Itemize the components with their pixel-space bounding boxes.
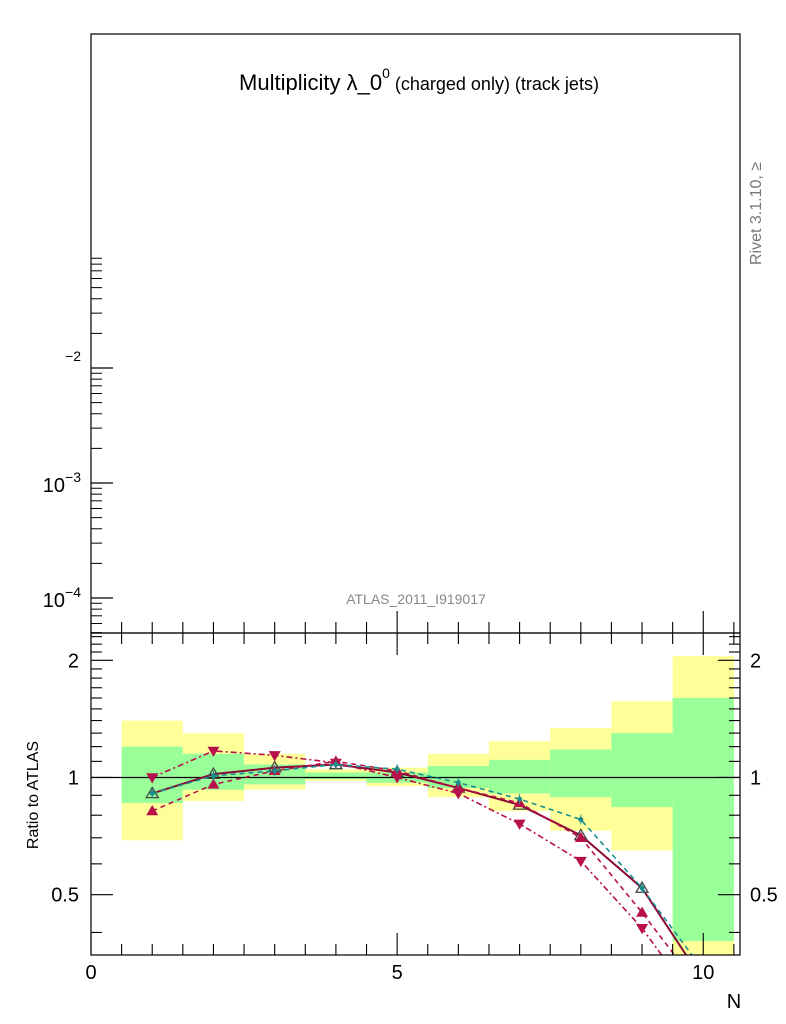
ratio-ytick-right-1: 1 (750, 767, 761, 789)
ratio-panel-frame (90, 632, 741, 956)
ratio-ytick-left-2: 2 (68, 650, 79, 672)
title-sup: 0 (382, 65, 390, 81)
ratio-point-1-6 (513, 819, 526, 830)
ratio-ytick-left-1: 1 (68, 767, 79, 789)
ratio-y-axis-label: Ratio to ATLAS (25, 741, 42, 849)
ratio-series-line-1 (151, 750, 663, 955)
ratio-point-2-1 (207, 778, 220, 789)
band-inner-8 (611, 733, 673, 807)
ratio-ytick-right-2: 2 (750, 650, 761, 672)
band-inner-7 (550, 749, 612, 798)
ratio-series-line-3 (152, 763, 693, 955)
xtick-label-5: 5 (392, 962, 403, 984)
main-panel-frame (90, 33, 741, 634)
band-inner-3 (305, 772, 367, 780)
ratio-point-2-0 (146, 805, 159, 816)
main-ytick-label-2: 10−3 (43, 469, 81, 497)
chart-title: Multiplicity λ_00 (charged only) (track … (239, 65, 599, 95)
ratio-point-1-9 (697, 1008, 709, 1018)
ratio-point-1-4 (391, 773, 404, 784)
xtick-label-0: 0 (85, 962, 96, 984)
ratio-ticks (90, 611, 740, 955)
xtick-label-10: 10 (692, 962, 714, 984)
ratio-ytick-left-0.5: 0.5 (51, 885, 79, 907)
ratio-series-line-0 (151, 763, 688, 955)
ratio-point-1-8 (636, 924, 649, 935)
ratio-ytick-right-0.5: 0.5 (750, 885, 778, 907)
ratio-uncertainty-bands (121, 656, 734, 955)
band-inner-9 (672, 698, 734, 942)
rivet-version-label: Rivet 3.1.10, ≥ (748, 162, 765, 265)
main-ytick-label-1: −2 (65, 348, 81, 364)
title-main: Multiplicity λ_0 (239, 70, 382, 95)
main-y-tick-labels: −2 10−3 10−4 (43, 348, 81, 612)
main-ytick-label-3: 10−4 (43, 584, 81, 612)
ratio-series-group (145, 746, 709, 1018)
ratio-point-2-9 (697, 987, 709, 997)
ratio-point-1-0 (146, 773, 159, 784)
x-axis-label: N (727, 991, 741, 1013)
ratio-point-1-7 (574, 856, 587, 868)
main-y-ticks (91, 257, 113, 634)
ratio-series-line-2 (151, 760, 676, 955)
band-inner-6 (488, 759, 551, 794)
ratio-point-2-7 (574, 831, 587, 842)
title-suffix: (charged only) (track jets) (390, 74, 599, 94)
ratio-point-1-1 (207, 746, 220, 757)
ratio-point-2-8 (636, 906, 649, 917)
analysis-watermark: ATLAS_2011_I919017 (346, 591, 486, 607)
ratio-point-1-2 (268, 751, 281, 762)
